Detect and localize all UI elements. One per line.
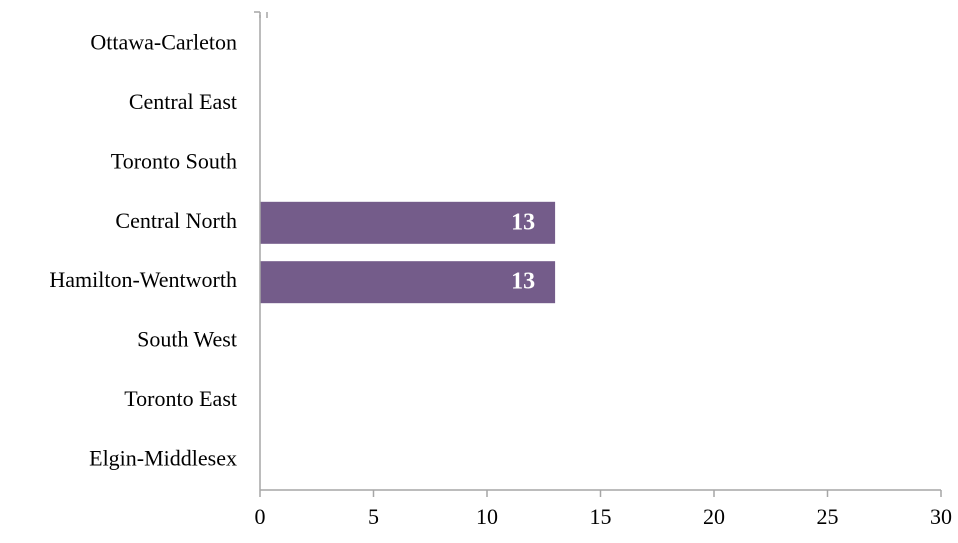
x-axis-ticks: 0 5 10 15 20 25 30 — [255, 490, 952, 529]
category-label: Elgin-Middlesex — [89, 445, 237, 470]
axes-layer — [254, 11, 941, 491]
category-labels: Ottawa-Carleton Central East Toronto South… — [49, 30, 237, 471]
category-label: Central North — [115, 208, 237, 233]
bar — [260, 261, 556, 304]
category-label: Hamilton-Wentworth — [49, 267, 237, 292]
category-label: Central East — [129, 89, 237, 114]
x-tick-label: 20 — [703, 504, 725, 529]
data-labels: 13 13 — [511, 209, 535, 294]
x-tick-label: 15 — [590, 504, 612, 529]
data-label: 13 — [511, 269, 535, 295]
x-tick-label: 5 — [368, 504, 379, 529]
x-tick-label: 25 — [817, 504, 839, 529]
data-label: 13 — [511, 209, 535, 235]
x-tick-label: 0 — [255, 504, 266, 529]
category-label: Ottawa-Carleton — [90, 30, 237, 55]
bars-layer — [260, 201, 556, 304]
bar — [260, 201, 556, 244]
category-label: South West — [137, 327, 237, 352]
category-label: Toronto East — [124, 386, 237, 411]
x-tick-label: 10 — [476, 504, 498, 529]
category-label: Toronto South — [111, 148, 237, 173]
x-tick-label: 30 — [930, 504, 952, 529]
